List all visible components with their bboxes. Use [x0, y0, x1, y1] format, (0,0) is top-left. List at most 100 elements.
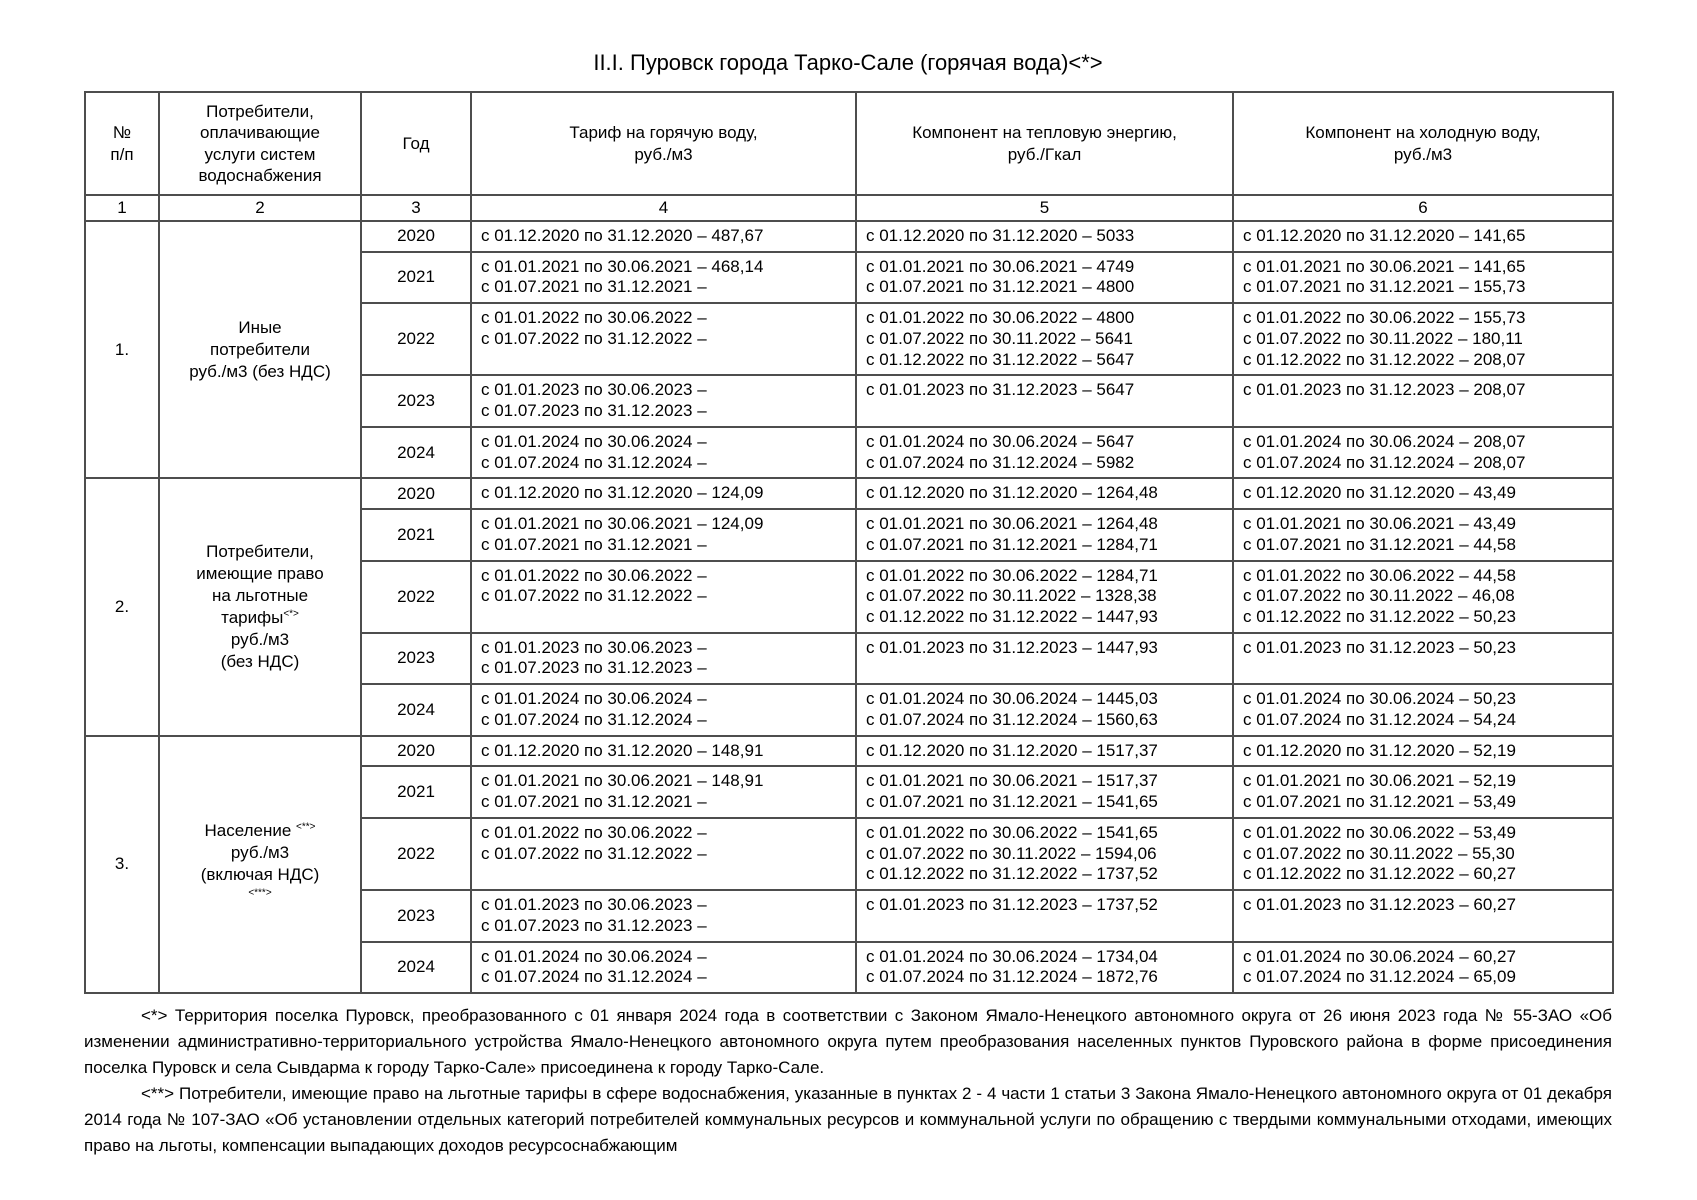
- period-value-line: с 01.12.2020 по 31.12.2020 – 1264,48: [866, 483, 1158, 503]
- column-number: 5: [855, 194, 1234, 222]
- period-value-line: с 01.07.2021 по 31.12.2021 –: [481, 792, 707, 812]
- header-number: № п/п: [84, 91, 160, 196]
- period-value-line: с 01.01.2021 по 30.06.2021 – 124,09: [481, 514, 764, 534]
- period-value-line: с 01.07.2024 по 31.12.2024 –: [481, 709, 707, 729]
- consumer-group-label-line: на льготные: [211, 585, 309, 605]
- page-title: II.I. Пуровск города Тарко-Сале (горячая…: [593, 50, 1103, 75]
- period-value-line: с 01.01.2022 по 30.06.2022 – 4800: [866, 308, 1135, 328]
- year-row: 3. Население <**> руб./м3 (включая НДС) <***…: [84, 734, 1614, 995]
- consumer-group-cell: Население <**> руб./м3 (включая НДС) <***>: [158, 734, 362, 995]
- header-year: Год: [360, 91, 472, 196]
- period-value-line: с 01.07.2021 по 31.12.2021 – 53,49: [1243, 792, 1516, 812]
- heat-energy-component-cell: с 01.01.2022 по 30.06.2022 – 4800 с 01.07…: [855, 302, 1234, 377]
- period-value-line: с 01.07.2021 по 31.12.2021 – 1284,71: [866, 534, 1158, 554]
- period-value-line: с 01.01.2023 по 31.12.2023 – 5647: [866, 380, 1135, 400]
- period-value-line: с 01.07.2021 по 31.12.2021 –: [481, 277, 707, 297]
- header-heat-energy-component: Компонент на тепловую энергию, руб./Гкал: [855, 91, 1234, 196]
- period-value-line: с 01.07.2022 по 30.11.2022 – 1594,06: [866, 843, 1157, 863]
- heat-energy-component-cell: с 01.01.2023 по 31.12.2023 – 1737,52: [855, 889, 1234, 943]
- heat-energy-component-cell: с 01.12.2020 по 31.12.2020 – 1264,48: [855, 477, 1234, 511]
- period-value-line: с 01.01.2022 по 30.06.2022 – 155,73: [1243, 308, 1526, 328]
- hot-water-tariff-cell: с 01.01.2024 по 30.06.2024 – с 01.07.2024…: [470, 425, 857, 480]
- tariff-table: № п/п Потребители, оплачивающие услуги с…: [84, 91, 1614, 995]
- hot-water-tariff-cell: с 01.01.2023 по 30.06.2023 – с 01.07.2023…: [470, 889, 857, 943]
- period-value-line: с 01.01.2023 по 31.12.2023 – 1737,52: [866, 895, 1158, 915]
- year-row: 2024 с 01.01.2024 по 30.06.2024 – с 01.07.…: [85, 683, 1614, 737]
- period-value-line: с 01.07.2022 по 30.11.2022 – 55,30: [1243, 843, 1515, 863]
- consumer-group-label-line: (включая НДС): [200, 865, 320, 885]
- hot-water-tariff-cell: с 01.01.2022 по 30.06.2022 – с 01.07.2022…: [470, 559, 857, 634]
- consumer-group-label-line: Потребители,: [206, 541, 314, 561]
- period-value-line: с 01.07.2022 по 30.11.2022 – 5641: [866, 328, 1133, 348]
- year-cell: 2022: [360, 559, 472, 634]
- period-value-line: с 01.01.2023 по 31.12.2023 – 50,23: [1243, 637, 1516, 657]
- year-row: 2022 с 01.01.2022 по 30.06.2022 – с 01.07.…: [85, 559, 1614, 634]
- column-number: 2: [158, 194, 362, 222]
- period-value-line: с 01.07.2024 по 31.12.2024 – 208,07: [1243, 452, 1526, 472]
- cold-water-component-cell: с 01.12.2020 по 31.12.2020 – 52,19: [1232, 734, 1614, 768]
- period-value-line: с 01.12.2020 по 31.12.2020 – 148,91: [481, 740, 764, 760]
- period-value-line: с 01.01.2021 по 30.06.2021 – 468,14: [481, 256, 764, 276]
- year-row: 2. Потребители, имеющие право на льготные та…: [84, 477, 1614, 737]
- period-value-line: с 01.07.2024 по 31.12.2024 – 65,09: [1243, 967, 1516, 987]
- column-number: 1: [84, 194, 160, 222]
- column-numbers-row: 1 2 3 4 5 6: [84, 194, 1614, 222]
- period-value-line: с 01.07.2022 по 31.12.2022 –: [481, 328, 707, 348]
- period-value-line: с 01.12.2020 по 31.12.2020 – 52,19: [1243, 740, 1516, 760]
- year-cell: 2024: [360, 683, 472, 737]
- cold-water-component-cell: с 01.01.2022 по 30.06.2022 – 53,49 с 01.0…: [1232, 816, 1614, 892]
- hot-water-tariff-cell: с 01.01.2024 по 30.06.2024 – с 01.07.2024…: [470, 683, 857, 737]
- year-cell: 2021: [360, 765, 472, 819]
- year-cell: 2023: [360, 631, 472, 686]
- period-value-line: с 01.07.2022 по 30.11.2022 – 46,08: [1243, 586, 1515, 606]
- heat-energy-component-cell: с 01.01.2021 по 30.06.2021 – 1264,48 с 01…: [855, 508, 1234, 562]
- row-number-cell: 3.: [84, 734, 160, 995]
- period-value-line: с 01.07.2024 по 31.12.2024 – 1560,63: [866, 709, 1158, 729]
- period-value-line: с 01.12.2020 по 31.12.2020 – 43,49: [1243, 483, 1516, 503]
- year-row: 2024 с 01.01.2024 по 30.06.2024 – с 01.07.…: [85, 940, 1614, 995]
- column-number: 3: [360, 194, 472, 222]
- header-hot-water-tariff: Тариф на горячую воду, руб./м3: [470, 91, 857, 196]
- row-number-cell: 2.: [84, 477, 160, 737]
- year-cell: 2023: [360, 889, 472, 943]
- period-value-line: с 01.01.2024 по 30.06.2024 –: [481, 431, 707, 451]
- footnote-privileged-consumers: <**> Потребители, имеющие право на льгот…: [84, 1084, 1612, 1156]
- consumer-group-label-line: имеющие право: [196, 563, 324, 583]
- period-value-line: с 01.01.2024 по 30.06.2024 – 1734,04: [866, 946, 1158, 966]
- period-value-line: с 01.07.2022 по 31.12.2022 –: [481, 843, 707, 863]
- period-value-line: с 01.01.2021 по 30.06.2021 – 148,91: [481, 771, 764, 791]
- hot-water-tariff-cell: с 01.01.2021 по 30.06.2021 – 468,14 с 01.…: [470, 250, 857, 305]
- cold-water-component-cell: с 01.12.2020 по 31.12.2020 – 43,49: [1232, 477, 1614, 511]
- cold-water-component-cell: с 01.01.2024 по 30.06.2024 – 50,23 с 01.0…: [1232, 683, 1614, 737]
- heat-energy-component-cell: с 01.01.2021 по 30.06.2021 – 4749 с 01.07…: [855, 250, 1234, 305]
- heat-energy-component-cell: с 01.01.2024 по 30.06.2024 – 1445,03 с 01…: [855, 683, 1234, 737]
- period-value-line: с 01.12.2020 по 31.12.2020 – 141,65: [1243, 226, 1526, 245]
- period-value-line: с 01.01.2023 по 31.12.2023 – 1447,93: [866, 637, 1158, 657]
- year-cell: 2020: [360, 477, 472, 511]
- year-cell: 2021: [360, 508, 472, 562]
- period-value-line: с 01.01.2022 по 30.06.2022 – 44,58: [1243, 565, 1516, 585]
- period-value-line: с 01.07.2024 по 31.12.2024 –: [481, 967, 707, 987]
- period-value-line: с 01.12.2022 по 31.12.2022 – 1737,52: [866, 864, 1158, 884]
- year-cell: 2024: [360, 940, 472, 995]
- header-consumers: Потребители, оплачивающие услуги систем …: [158, 91, 362, 196]
- period-value-line: с 01.01.2021 по 30.06.2021 – 43,49: [1243, 514, 1516, 534]
- period-value-line: с 01.07.2021 по 31.12.2021 –: [481, 534, 707, 554]
- period-value-line: с 01.01.2024 по 30.06.2024 –: [481, 689, 707, 709]
- year-row: 2024 с 01.01.2024 по 30.06.2024 – с 01.07.…: [85, 425, 1614, 480]
- period-value-line: с 01.07.2022 по 30.11.2022 – 1328,38: [866, 586, 1157, 606]
- year-cell: 2022: [360, 816, 472, 892]
- consumer-group-label-line: руб./м3: [230, 630, 290, 650]
- year-row: 2023 с 01.01.2023 по 30.06.2023 – с 01.07.…: [85, 374, 1614, 428]
- heat-energy-component-cell: с 01.01.2024 по 30.06.2024 – 1734,04 с 01…: [855, 940, 1234, 995]
- period-value-line: с 01.01.2023 по 31.12.2023 – 60,27: [1243, 895, 1516, 915]
- consumer-group-label-line: Население <**>: [204, 821, 316, 841]
- hot-water-tariff-cell: с 01.01.2022 по 30.06.2022 – с 01.07.2022…: [470, 302, 857, 377]
- period-value-line: с 01.12.2022 по 31.12.2022 – 5647: [866, 349, 1135, 369]
- heat-energy-component-cell: с 01.01.2021 по 30.06.2021 – 1517,37 с 01…: [855, 765, 1234, 819]
- heat-energy-component-cell: с 01.01.2023 по 31.12.2023 – 5647: [855, 374, 1234, 428]
- period-value-line: с 01.01.2024 по 30.06.2024 – 208,07: [1243, 431, 1526, 451]
- year-row: 2023 с 01.01.2023 по 30.06.2023 – с 01.07.…: [85, 889, 1614, 943]
- period-value-line: с 01.01.2023 по 30.06.2023 –: [481, 637, 707, 657]
- period-value-line: с 01.12.2020 по 31.12.2020 – 124,09: [481, 483, 764, 503]
